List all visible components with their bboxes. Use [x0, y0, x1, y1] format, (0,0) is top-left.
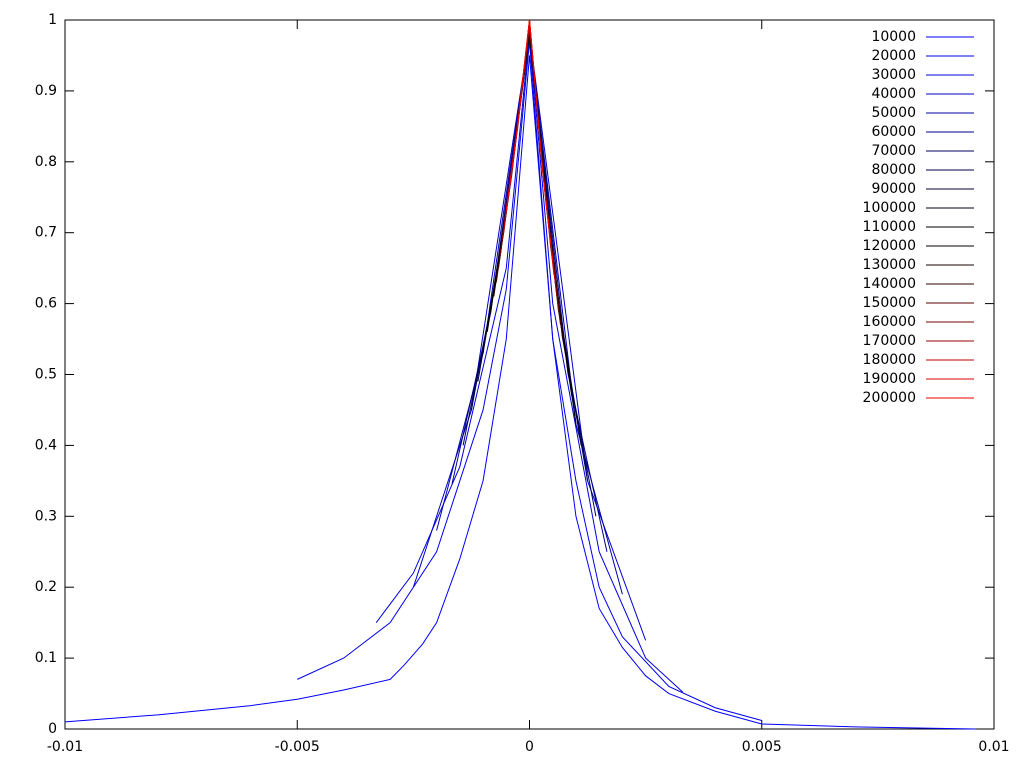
series-line: [486, 27, 573, 396]
legend-label: 140000: [863, 276, 916, 292]
y-tick-label: 0.8: [35, 154, 57, 170]
y-tick-label: 0.1: [35, 650, 57, 666]
x-tick-label: 0.005: [742, 739, 782, 755]
legend-label: 120000: [863, 238, 916, 254]
x-tick-label: -0.01: [47, 739, 83, 755]
series-line: [482, 34, 577, 425]
legend-label: 40000: [871, 86, 916, 102]
y-tick-label: 0.9: [35, 83, 57, 99]
legend-label: 110000: [863, 219, 916, 235]
legend-label: 200000: [863, 390, 916, 406]
y-tick-label: 0.5: [35, 367, 57, 383]
y-tick-label: 0.2: [35, 579, 57, 595]
legend-label: 170000: [863, 333, 916, 349]
legend-label: 60000: [871, 124, 916, 140]
legend-label: 80000: [871, 162, 916, 178]
legend-label: 70000: [871, 143, 916, 159]
legend-label: 160000: [863, 314, 916, 330]
series-line: [375, 34, 684, 693]
plot-border: [64, 19, 995, 730]
legend-label: 100000: [863, 200, 916, 216]
x-tick-label: 0.01: [978, 739, 1009, 755]
x-tick-label: 0: [525, 739, 534, 755]
y-tick-label: 0.3: [35, 508, 57, 524]
legend-label: 150000: [863, 295, 916, 311]
series-line: [451, 34, 608, 552]
series-line: [412, 34, 647, 641]
legend-label: 130000: [863, 257, 916, 273]
series-line: [64, 55, 976, 730]
series-line: [505, 19, 554, 262]
legend-label: 180000: [863, 352, 916, 368]
legend-label: 10000: [871, 29, 916, 45]
y-tick-label: 0.6: [35, 296, 57, 312]
legend-label: 190000: [863, 371, 916, 387]
series-line: [297, 41, 762, 721]
y-tick-label: 0.4: [35, 437, 57, 453]
legend-label: 50000: [871, 105, 916, 121]
y-tick-label: 0.7: [35, 225, 57, 241]
y-tick-label: 0: [48, 721, 57, 737]
legend-label: 20000: [871, 48, 916, 64]
y-tick-label: 1: [48, 12, 57, 28]
legend-label: 30000: [871, 67, 916, 83]
x-tick-label: -0.005: [275, 739, 320, 755]
series-line: [462, 34, 597, 517]
series-line: [477, 34, 582, 446]
legend-label: 90000: [871, 181, 916, 197]
series-line: [470, 34, 589, 481]
series-line: [493, 27, 566, 354]
